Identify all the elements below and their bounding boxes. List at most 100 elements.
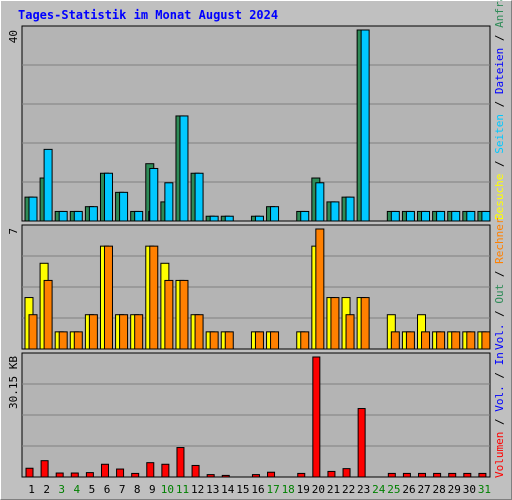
x-tick-label-2: 2 — [43, 483, 50, 496]
x-tick-label-27: 27 — [417, 483, 430, 496]
legend-item-dateien: Dateien — [493, 48, 506, 94]
bar-seiten-day-31 — [481, 210, 491, 222]
bar-volumen-day-22 — [342, 468, 351, 478]
bar-seiten-day-17 — [270, 206, 280, 222]
legend-separator: / — [493, 154, 506, 174]
x-tick-label-24: 24 — [372, 483, 386, 496]
bar-rechner-day-23 — [360, 297, 370, 350]
legend-item-in: In — [493, 352, 506, 365]
bar-seiten-day-12 — [194, 172, 204, 222]
bar-seiten-day-21 — [330, 201, 340, 222]
x-tick-label-15: 15 — [236, 483, 249, 496]
legend-item-seiten: Seiten — [493, 114, 506, 154]
x-tick-label-4: 4 — [74, 483, 81, 496]
bar-seiten-day-4 — [73, 210, 83, 222]
panel-2-max-label: 30.15 KB — [7, 356, 20, 409]
bar-seiten-day-11 — [179, 115, 189, 222]
bar-volumen-day-21 — [327, 470, 336, 478]
bar-rechner-day-13 — [209, 331, 219, 350]
bar-volumen-day-7 — [116, 468, 125, 478]
x-tick-label-19: 19 — [297, 483, 310, 496]
right-legend-middle: Vol. / Out / Rechner — [493, 217, 506, 350]
bar-seiten-day-19 — [300, 210, 310, 222]
bar-rechner-day-29 — [451, 331, 461, 350]
bar-seiten-day-2 — [43, 148, 53, 222]
bar-rechner-day-6 — [103, 245, 113, 350]
panel-0-max-label: 40 — [7, 30, 20, 43]
x-tick-label-26: 26 — [402, 483, 415, 496]
bar-rechner-day-14 — [224, 331, 234, 350]
panel-0-background — [21, 25, 491, 222]
bar-rechner-day-3 — [58, 331, 68, 350]
x-tick-label-14: 14 — [221, 483, 235, 496]
bar-volumen-day-17 — [267, 471, 276, 478]
bar-rechner-day-22 — [345, 314, 355, 350]
bar-volumen-day-29 — [448, 472, 457, 478]
bar-rechner-day-1 — [28, 314, 38, 350]
bar-rechner-day-21 — [330, 297, 340, 350]
x-tick-label-30: 30 — [463, 483, 476, 496]
legend-item-rechner: Rechner — [493, 217, 506, 264]
x-tick-label-31: 31 — [478, 483, 491, 496]
x-tick-label-23: 23 — [357, 483, 370, 496]
bar-rechner-day-27 — [421, 331, 431, 350]
legend-item-out: Out — [493, 284, 506, 304]
bar-volumen-day-28 — [433, 472, 442, 478]
bar-seiten-day-27 — [421, 210, 431, 222]
bar-seiten-day-29 — [451, 210, 461, 222]
bar-volumen-day-2 — [40, 460, 49, 478]
bar-seiten-day-3 — [58, 210, 68, 222]
bar-seiten-day-8 — [134, 210, 144, 222]
chart-bars — [24, 29, 491, 478]
bar-rechner-day-26 — [405, 331, 415, 350]
bar-rechner-day-5 — [88, 314, 98, 350]
bar-seiten-day-6 — [103, 172, 113, 222]
bar-volumen-day-27 — [418, 472, 427, 478]
bar-rechner-day-7 — [119, 314, 129, 350]
right-legend-top: Besuche / Seiten / Dateien / Anfragen — [493, 0, 506, 220]
x-tick-label-7: 7 — [119, 483, 126, 496]
bar-volumen-day-13 — [206, 474, 215, 478]
bar-volumen-day-3 — [55, 472, 64, 478]
bar-volumen-day-25 — [387, 472, 396, 478]
bar-rechner-day-28 — [436, 331, 446, 350]
x-tick-label-22: 22 — [342, 483, 355, 496]
bar-seiten-day-20 — [315, 182, 325, 222]
bar-rechner-day-10 — [164, 279, 174, 350]
x-tick-label-16: 16 — [251, 483, 264, 496]
bar-seiten-day-25 — [390, 210, 400, 222]
x-tick-label-21: 21 — [327, 483, 340, 496]
bar-seiten-day-5 — [88, 206, 98, 222]
legend-separator: / — [493, 365, 506, 385]
bar-volumen-day-8 — [131, 472, 140, 478]
bar-seiten-day-26 — [405, 210, 415, 222]
x-tick-label-25: 25 — [387, 483, 400, 496]
chart-title: Tages-Statistik im Monat August 2024 — [18, 8, 279, 22]
legend-separator: / — [493, 412, 506, 432]
x-tick-label-10: 10 — [161, 483, 174, 496]
bar-seiten-day-22 — [345, 196, 355, 222]
x-tick-label-11: 11 — [176, 483, 189, 496]
bar-rechner-day-25 — [390, 331, 400, 350]
bar-seiten-day-23 — [360, 29, 370, 222]
x-tick-label-18: 18 — [282, 483, 295, 496]
bar-volumen-day-14 — [221, 474, 230, 478]
right-legend-bottom: Volumen / Vol. / In — [493, 352, 506, 478]
bar-volumen-day-5 — [85, 472, 94, 478]
bar-volumen-day-4 — [70, 472, 79, 478]
bar-seiten-day-7 — [119, 191, 129, 222]
bar-volumen-day-26 — [402, 472, 411, 478]
legend-separator: / — [493, 304, 506, 324]
legend-item-besuche: Besuche — [493, 174, 506, 220]
chart-panels — [21, 25, 491, 478]
x-tick-label-6: 6 — [104, 483, 111, 496]
bar-seiten-day-14 — [224, 215, 234, 222]
x-tick-label-13: 13 — [206, 483, 219, 496]
bar-rechner-day-31 — [481, 331, 491, 350]
bar-seiten-day-30 — [466, 210, 476, 222]
x-tick-label-28: 28 — [433, 483, 446, 496]
bar-rechner-day-4 — [73, 331, 83, 350]
bar-rechner-day-12 — [194, 314, 204, 350]
bar-volumen-day-30 — [463, 472, 472, 478]
